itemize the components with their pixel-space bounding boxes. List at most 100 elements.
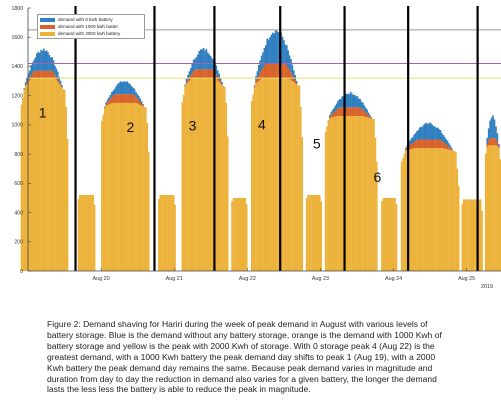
bar-2000kwh bbox=[355, 116, 357, 271]
bar-0kwh bbox=[358, 98, 360, 108]
bar-2000kwh bbox=[23, 89, 26, 271]
day-block bbox=[101, 81, 150, 272]
bar-2000kwh bbox=[221, 85, 223, 271]
bar-0kwh bbox=[57, 71, 59, 80]
bar-2000kwh bbox=[353, 116, 356, 271]
bar-2000kwh bbox=[33, 78, 35, 271]
bar-1000kwh bbox=[33, 71, 35, 79]
bar-2000kwh bbox=[270, 78, 273, 271]
bar-2000kwh bbox=[266, 78, 268, 271]
bar-2000kwh bbox=[91, 195, 93, 271]
bar-2000kwh bbox=[92, 195, 95, 271]
y-tick-label: 600 bbox=[14, 181, 23, 187]
bar-1000kwh bbox=[446, 145, 449, 150]
bar-2000kwh bbox=[442, 148, 445, 271]
bar-0kwh bbox=[126, 81, 129, 95]
bar-1000kwh bbox=[435, 139, 438, 149]
bar-2000kwh bbox=[109, 103, 112, 272]
bar-2000kwh bbox=[93, 204, 96, 271]
bar-2000kwh bbox=[168, 195, 171, 271]
bar-1000kwh bbox=[120, 94, 123, 103]
bar-0kwh bbox=[197, 54, 199, 70]
bar-0kwh bbox=[103, 106, 106, 108]
bar-2000kwh bbox=[445, 149, 447, 271]
bar-2000kwh bbox=[479, 199, 482, 271]
bar-2000kwh bbox=[417, 148, 420, 271]
bar-0kwh bbox=[58, 76, 60, 82]
bar-2000kwh bbox=[130, 102, 133, 271]
bar-1000kwh bbox=[103, 107, 106, 109]
bar-1000kwh bbox=[106, 102, 109, 106]
bar-0kwh bbox=[48, 54, 51, 71]
bar-2000kwh bbox=[126, 102, 129, 271]
bar-1000kwh bbox=[40, 70, 42, 79]
bar-1000kwh bbox=[437, 139, 439, 149]
bar-2000kwh bbox=[395, 204, 398, 271]
bar-1000kwh bbox=[47, 70, 49, 79]
legend-swatch-1000kwh bbox=[40, 24, 55, 29]
bar-2000kwh bbox=[120, 102, 123, 271]
bar-2000kwh bbox=[337, 116, 339, 271]
bar-1000kwh bbox=[418, 139, 421, 149]
bar-1000kwh bbox=[118, 94, 120, 103]
bar-2000kwh bbox=[198, 78, 201, 271]
bar-2000kwh bbox=[369, 118, 371, 271]
x-tick-label: Aug 25 bbox=[458, 276, 475, 282]
y-tick-label: 200 bbox=[14, 240, 23, 246]
bar-1000kwh bbox=[221, 83, 223, 86]
bar-0kwh bbox=[345, 93, 348, 108]
bar-2000kwh bbox=[394, 197, 396, 271]
bar-2000kwh bbox=[231, 201, 233, 271]
bar-1000kwh bbox=[195, 69, 198, 79]
bar-1000kwh bbox=[370, 118, 373, 119]
x-tick-label: Aug 23 bbox=[312, 276, 329, 282]
bar-0kwh bbox=[353, 94, 356, 108]
bar-0kwh bbox=[428, 122, 431, 140]
bar-0kwh bbox=[359, 99, 361, 108]
bar-1000kwh bbox=[294, 80, 297, 84]
bar-0kwh bbox=[45, 50, 48, 71]
bar-2000kwh bbox=[237, 197, 239, 271]
bar-2000kwh bbox=[391, 197, 393, 271]
peak-labels: 1 2 3 4 5 6 bbox=[39, 105, 382, 185]
bar-2000kwh bbox=[262, 78, 264, 271]
caption-line: duration from day to day the reduction i… bbox=[47, 373, 437, 384]
bar-1000kwh bbox=[489, 138, 491, 146]
bar-1000kwh bbox=[260, 70, 263, 80]
legend-label-1000kwh: demand with 1000 kwh batter bbox=[58, 24, 119, 29]
bar-0kwh bbox=[486, 137, 488, 145]
bar-1000kwh bbox=[414, 140, 417, 149]
bar-1000kwh bbox=[276, 63, 278, 79]
bar-2000kwh bbox=[487, 145, 490, 271]
bar-2000kwh bbox=[172, 195, 175, 271]
year-label: 2019 bbox=[481, 284, 493, 290]
bar-0kwh bbox=[291, 64, 294, 75]
bar-2000kwh bbox=[432, 148, 435, 271]
bar-0kwh bbox=[490, 117, 493, 139]
bar-2000kwh bbox=[455, 151, 457, 271]
bar-2000kwh bbox=[26, 84, 28, 271]
bar-0kwh bbox=[109, 94, 112, 99]
bar-0kwh bbox=[139, 98, 141, 102]
bar-2000kwh bbox=[281, 78, 284, 271]
bar-2000kwh bbox=[384, 197, 386, 271]
bar-1000kwh bbox=[421, 139, 424, 149]
bar-1000kwh bbox=[337, 108, 339, 117]
bar-2000kwh bbox=[108, 104, 110, 272]
bar-2000kwh bbox=[295, 84, 298, 271]
bar-2000kwh bbox=[450, 150, 453, 271]
legend-swatch-0kwh bbox=[40, 17, 55, 22]
bar-0kwh bbox=[205, 48, 208, 70]
bar-2000kwh bbox=[115, 102, 117, 271]
bar-2000kwh bbox=[207, 78, 209, 271]
bar-0kwh bbox=[113, 88, 116, 95]
bar-2000kwh bbox=[118, 102, 120, 271]
bar-0kwh bbox=[118, 82, 120, 95]
bar-2000kwh bbox=[413, 148, 415, 271]
bar-1000kwh bbox=[444, 143, 446, 149]
bar-2000kwh bbox=[209, 78, 212, 271]
bar-2000kwh bbox=[474, 199, 476, 271]
bar-2000kwh bbox=[286, 78, 288, 271]
bar-2000kwh bbox=[85, 195, 88, 271]
bar-2000kwh bbox=[356, 116, 359, 271]
